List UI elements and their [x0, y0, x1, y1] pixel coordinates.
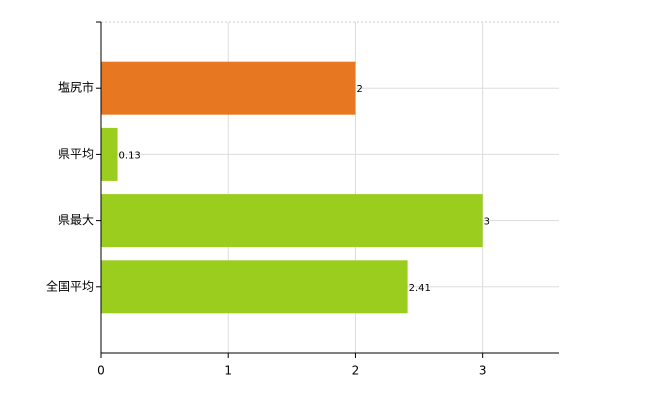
value-label: 2 [356, 84, 362, 95]
x-tick-label: 3 [479, 364, 487, 378]
y-tick-label: 塩尻市 [58, 80, 94, 95]
bar [101, 194, 483, 248]
value-label: 2.41 [409, 283, 431, 294]
value-label: 3 [484, 217, 490, 228]
bar [101, 127, 118, 181]
y-tick-label: 県平均 [58, 147, 94, 161]
bar [101, 260, 408, 314]
y-tick-label: 県最大 [58, 213, 94, 227]
x-tick-label: 1 [224, 364, 232, 378]
bar [101, 61, 356, 115]
value-label: 0.13 [119, 150, 141, 161]
y-tick-label: 全国平均 [46, 278, 94, 293]
x-tick-label: 2 [352, 364, 360, 378]
x-tick-label: 0 [97, 364, 105, 378]
